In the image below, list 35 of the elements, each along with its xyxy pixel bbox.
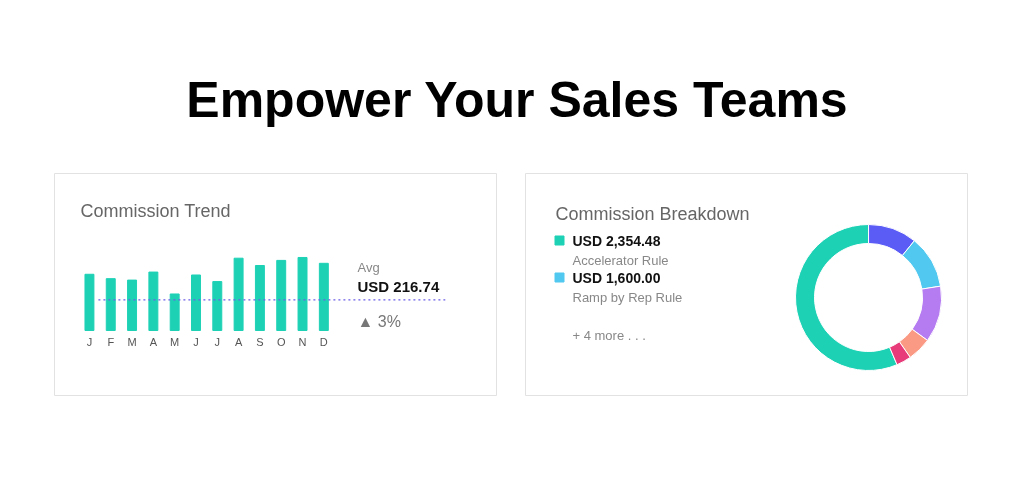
- bar: [169, 293, 180, 331]
- bar: [127, 279, 138, 331]
- bar: [191, 274, 201, 331]
- x-tick-label: M: [170, 336, 180, 349]
- x-tick-label: J: [214, 336, 221, 349]
- bar: [254, 265, 265, 331]
- legend-label: Accelerator Rule: [572, 253, 669, 268]
- data-label: USD 1,600.00: [572, 269, 661, 286]
- x-tick-label: D: [319, 336, 328, 349]
- x-tick-label: A: [149, 336, 158, 349]
- text: Empower Your Sales Teams: [186, 71, 848, 130]
- text: + 4 more . . .: [572, 328, 646, 343]
- x-tick-label: F: [107, 336, 115, 349]
- bar: [276, 259, 287, 331]
- x-tick-label: A: [234, 336, 243, 349]
- data-label: USD 2,354.48: [572, 232, 661, 249]
- text: ▲ 3%: [357, 313, 401, 331]
- x-tick-label: M: [127, 336, 137, 349]
- legend-label: Ramp by Rep Rule: [572, 290, 683, 305]
- ref-line-label: Avg: [357, 260, 380, 276]
- bar: [297, 256, 308, 331]
- bar: [318, 262, 329, 331]
- text: USD 216.74: [357, 278, 440, 296]
- x-tick-label: J: [86, 336, 93, 349]
- chart-title: Commission Trend: [80, 200, 231, 221]
- bar: [105, 278, 116, 331]
- bar: [84, 273, 95, 331]
- x-tick-label: S: [256, 336, 264, 349]
- bar: [233, 257, 244, 331]
- x-tick-label: O: [276, 336, 286, 349]
- chart-title: Commission Breakdown: [555, 203, 750, 224]
- bar: [212, 281, 223, 331]
- x-tick-label: J: [193, 336, 199, 349]
- bar: [148, 271, 159, 331]
- x-tick-label: N: [298, 336, 307, 349]
